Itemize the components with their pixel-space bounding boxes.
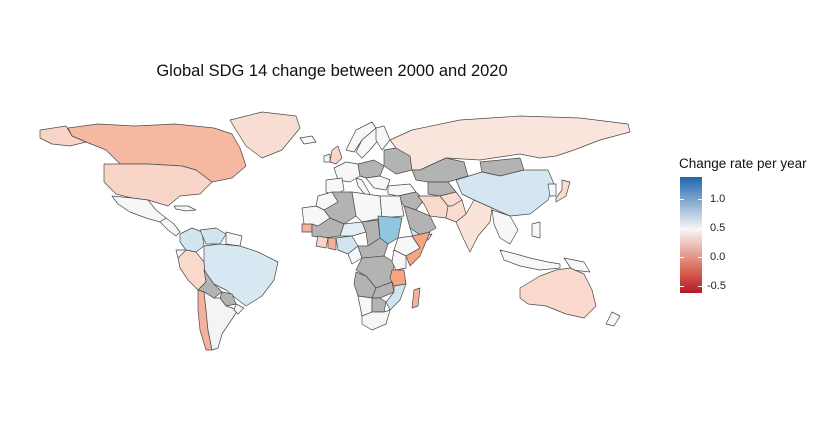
region-somalia [405, 231, 431, 267]
region-kenya [391, 249, 407, 271]
region-canada [67, 123, 247, 183]
region-ivory-coast [315, 235, 329, 249]
legend-tick-label: -0.5 [707, 280, 726, 292]
world-map [39, 111, 631, 351]
region-colombia [179, 227, 205, 253]
legend-tick-label: 0.5 [710, 222, 726, 234]
region-india [455, 199, 493, 253]
region-balkans [365, 175, 391, 191]
region-southeast-asia [491, 209, 519, 245]
region-japan [555, 179, 571, 203]
region-iceland [299, 135, 317, 145]
region-ireland [323, 153, 331, 163]
legend-tick-mark-3b [698, 257, 702, 258]
legend-tick-mark-4b [698, 286, 702, 287]
region-new-zealand [605, 311, 621, 327]
legend-tick-mark-1 [680, 199, 684, 200]
region-central-europe [357, 159, 385, 179]
region-png [563, 257, 591, 273]
legend-tick-mark-1b [698, 199, 702, 200]
region-australia [519, 267, 597, 319]
region-libya [351, 191, 383, 223]
region-korea [547, 183, 557, 197]
legend-color-bar [680, 177, 702, 293]
region-uruguay [233, 303, 245, 315]
region-venezuela [199, 227, 227, 245]
region-argentina [203, 291, 239, 351]
region-paraguay [219, 291, 237, 307]
region-zambia [371, 281, 395, 299]
legend-tick-mark-4 [680, 286, 684, 287]
region-sudan [377, 215, 403, 245]
region-senegal [301, 223, 313, 233]
legend-tick-mark-2 [680, 228, 684, 229]
legend-tick-label: 1.0 [710, 193, 726, 205]
region-middle-east [397, 191, 425, 211]
legend-title: Change rate per year [679, 156, 807, 171]
map-title: Global SDG 14 change between 2000 and 20… [156, 62, 508, 80]
region-egypt [379, 195, 405, 219]
region-cuba [173, 205, 197, 212]
region-niger [339, 221, 367, 237]
region-ghana [327, 237, 337, 251]
region-south-africa [361, 309, 391, 331]
legend-tick-mark-3 [680, 257, 684, 258]
legend-tick-mark-2b [698, 228, 702, 229]
region-uk [329, 145, 343, 165]
region-finland [375, 125, 391, 151]
region-indonesia [499, 249, 561, 271]
region-peru [177, 249, 207, 291]
region-usa [103, 163, 213, 207]
legend-tick-label: 0.0 [710, 251, 726, 263]
region-madagascar [411, 287, 421, 309]
region-botswana [371, 297, 387, 313]
region-central-america [159, 217, 181, 237]
region-guianas [225, 231, 243, 247]
region-philippines [531, 221, 541, 239]
region-greenland [229, 111, 301, 159]
region-usa-alaska [39, 125, 87, 147]
